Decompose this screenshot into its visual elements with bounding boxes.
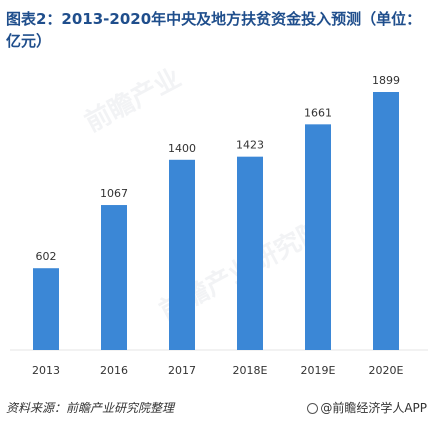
bar-2016	[101, 205, 127, 350]
x-tick-label-2017: 2017	[168, 364, 196, 377]
x-tick-label-2016: 2016	[100, 364, 128, 377]
x-tick-label-2019E: 2019E	[301, 364, 336, 377]
data-label-2013: 602	[36, 250, 57, 263]
bar-2017	[169, 159, 195, 350]
bar-2013	[33, 268, 59, 350]
source-note: 资料来源：前瞻产业研究院整理	[6, 401, 175, 415]
brand-label: @前瞻经济学人APP	[320, 401, 427, 415]
x-tick-label-2020E: 2020E	[369, 364, 404, 377]
data-label-2016: 1067	[100, 187, 128, 200]
x-tick-label-2013: 2013	[32, 364, 60, 377]
bar-2020E	[373, 92, 399, 350]
data-label-2017: 1400	[168, 142, 196, 155]
brand-icon	[307, 403, 319, 414]
bar-2019E	[305, 124, 331, 350]
x-tick-label-2018E: 2018E	[233, 364, 268, 377]
brand-credit: @前瞻经济学人APP	[307, 399, 427, 416]
data-label-2019E: 1661	[304, 106, 332, 119]
data-label-2018E: 1423	[236, 139, 264, 152]
data-label-2020E: 1899	[372, 74, 400, 87]
chart-title: 图表2：2013-2020年中央及地方扶贫资金投入预测（单位：亿元）	[6, 10, 422, 50]
bar-2018E	[237, 156, 263, 350]
